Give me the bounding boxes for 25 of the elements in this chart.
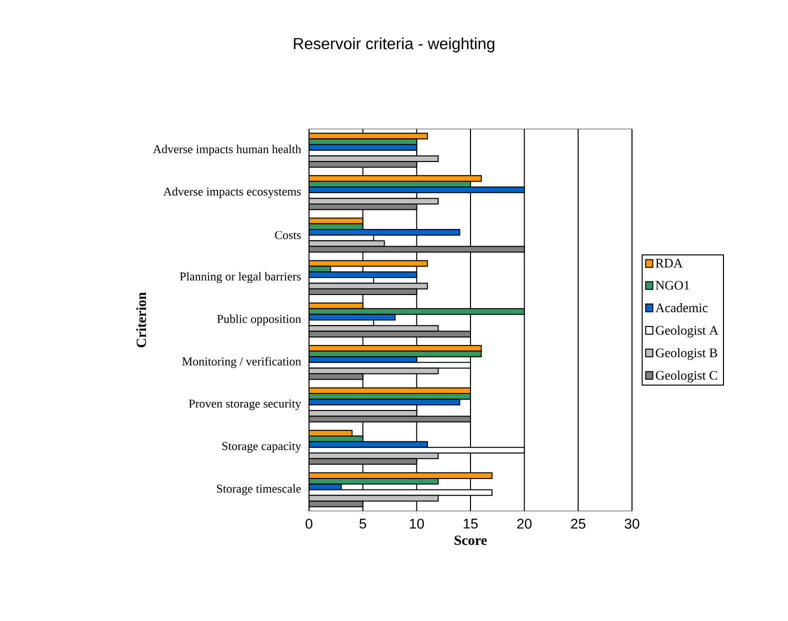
y-tick-label: Monitoring / verification — [182, 356, 302, 368]
y-tick-label: Adverse impacts ecosystems — [163, 187, 301, 198]
y-tick-label: Storage timescale — [217, 484, 301, 496]
y-axis-title: Criterion — [136, 292, 146, 348]
x-tick-label: 0 — [306, 518, 312, 529]
x-tick-label: 10 — [410, 518, 424, 529]
x-axis-title: Score — [454, 536, 487, 545]
legend-label: Academic — [655, 303, 708, 312]
legend-label: NGO1 — [656, 280, 690, 290]
y-tick-label: Public opposition — [217, 314, 302, 326]
legend-label: RDA — [656, 258, 683, 268]
x-tick-label: 30 — [624, 518, 640, 529]
chart-title: Reservoir criteria - weighting — [294, 38, 494, 52]
legend-label: Geologist B — [656, 348, 718, 360]
x-tick-label: 20 — [517, 518, 532, 529]
y-tick-label: Costs — [275, 231, 301, 240]
x-tick-label: 25 — [571, 518, 586, 529]
legend-label: Geologist C — [656, 370, 718, 382]
y-tick-label: Adverse impacts human health — [153, 144, 302, 156]
x-tick-label: 15 — [464, 518, 478, 529]
x-tick-label: 5 — [360, 518, 366, 529]
text: Geologist A — [656, 326, 718, 338]
y-tick-label: Storage capacity — [222, 442, 302, 453]
y-tick-label: Proven storage security — [188, 400, 302, 410]
y-tick-label: Planning or legal barriers — [180, 272, 301, 284]
